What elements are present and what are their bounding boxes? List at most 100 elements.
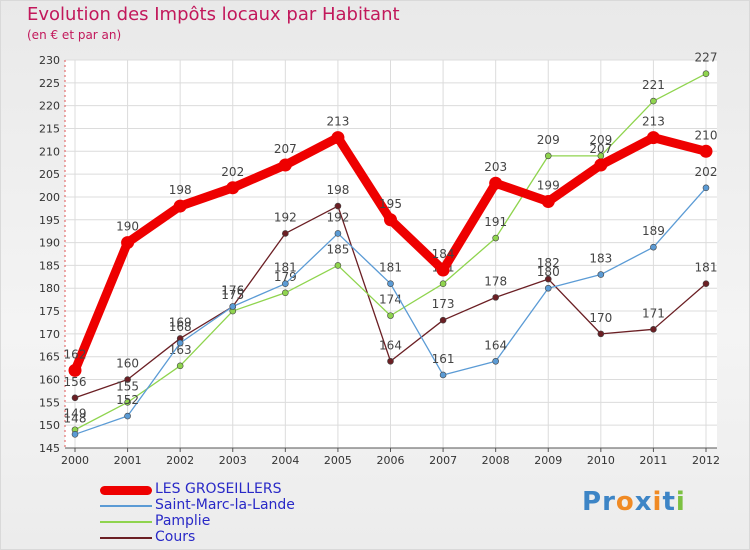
data-point	[597, 271, 605, 278]
data-label: 192	[274, 210, 297, 224]
legend-swatch	[100, 537, 152, 539]
data-point	[71, 431, 79, 438]
data-point	[282, 280, 289, 287]
data-point	[226, 181, 240, 195]
data-point	[439, 280, 447, 287]
y-tick-label: 145	[39, 442, 60, 455]
data-label: 149	[64, 407, 87, 421]
x-tick-label: 2001	[114, 454, 142, 467]
y-tick-label: 185	[39, 259, 60, 272]
data-label: 176	[221, 283, 244, 297]
chart-title: Evolution des Impôts locaux par Habitant	[27, 4, 400, 25]
data-label: 209	[537, 133, 560, 147]
data-label: 171	[642, 306, 665, 320]
data-point	[492, 234, 499, 242]
data-point	[278, 158, 292, 172]
x-tick-label: 2002	[166, 454, 194, 467]
legend-swatch	[100, 505, 152, 507]
data-label: 202	[695, 165, 718, 179]
x-tick-label: 2009	[534, 454, 562, 467]
x-tick-label: 2012	[692, 454, 720, 467]
legend-label: Cours	[155, 529, 196, 545]
data-point	[594, 158, 608, 172]
data-label: 161	[432, 352, 455, 366]
data-label: 183	[589, 252, 612, 266]
y-tick-label: 210	[39, 145, 60, 158]
data-point	[702, 184, 710, 192]
data-point	[173, 199, 187, 213]
chart-subtitle: (en € et par an)	[27, 28, 122, 42]
y-tick-label: 175	[39, 305, 60, 318]
logo-letter: i	[652, 487, 663, 517]
data-point	[334, 202, 342, 210]
data-label: 178	[484, 274, 507, 288]
legend-item: Pamplie	[100, 513, 400, 530]
y-tick-label: 160	[39, 374, 60, 387]
data-label: 148	[64, 411, 87, 425]
data-label: 192	[326, 210, 349, 224]
data-point	[492, 294, 499, 301]
logo-letter: i	[675, 487, 686, 517]
data-label: 162	[64, 347, 87, 361]
x-tick-label: 2000	[61, 454, 89, 467]
data-point	[71, 394, 79, 402]
data-point	[176, 362, 184, 370]
legend-item: Cours	[100, 529, 400, 546]
data-label: 174	[379, 293, 402, 307]
data-point	[229, 303, 237, 310]
data-label: 181	[379, 261, 402, 275]
data-label: 213	[642, 115, 665, 129]
data-point	[387, 312, 394, 319]
data-point	[436, 263, 450, 277]
x-tick-label: 2005	[324, 454, 352, 467]
data-label: 213	[326, 115, 349, 129]
data-point	[387, 280, 394, 287]
data-point	[702, 280, 710, 287]
legend-label: LES GROSEILLERS	[155, 481, 282, 497]
data-point	[544, 284, 552, 292]
logo-letter: x	[634, 487, 653, 517]
data-label: 199	[537, 179, 560, 193]
legend-label: Pamplie	[155, 513, 211, 529]
data-label: 221	[642, 78, 665, 92]
data-label: 195	[379, 197, 402, 211]
data-point	[489, 176, 503, 190]
data-label: 180	[537, 265, 560, 279]
data-label: 156	[64, 375, 87, 389]
data-point	[282, 289, 289, 297]
x-tick-label: 2007	[429, 454, 457, 467]
data-label: 181	[695, 261, 718, 275]
data-point	[650, 243, 657, 251]
data-label: 210	[695, 128, 718, 142]
legend-swatch	[100, 485, 152, 495]
y-tick-label: 190	[39, 237, 60, 250]
data-label: 168	[169, 320, 192, 334]
logo-letter: o	[615, 487, 635, 517]
data-point	[650, 97, 657, 105]
legend-item: Saint-Marc-la-Lande	[100, 497, 400, 514]
data-label: 164	[379, 338, 402, 352]
y-tick-label: 165	[39, 351, 60, 364]
data-label: 207	[589, 142, 612, 156]
y-tick-label: 205	[39, 168, 60, 181]
data-point	[650, 326, 657, 333]
legend-label: Saint-Marc-la-Lande	[155, 497, 295, 513]
data-label: 227	[695, 51, 718, 65]
legend: LES GROSEILLERS Saint-Marc-la-Lande Pampli…	[100, 481, 400, 546]
data-point	[176, 339, 184, 347]
logo-letter: P	[582, 487, 603, 517]
data-point	[124, 376, 131, 383]
data-point	[544, 152, 552, 160]
logo-letter: t	[662, 487, 676, 517]
data-label: 190	[116, 220, 139, 234]
data-label: 164	[484, 338, 507, 352]
data-point	[387, 357, 394, 365]
data-label: 169	[169, 315, 192, 329]
data-label: 163	[169, 343, 192, 357]
data-label: 173	[432, 297, 455, 311]
x-tick-label: 2011	[639, 454, 667, 467]
logo-letter: r	[602, 487, 616, 517]
data-label: 175	[221, 288, 244, 302]
data-point	[541, 195, 555, 209]
data-point	[334, 262, 342, 269]
